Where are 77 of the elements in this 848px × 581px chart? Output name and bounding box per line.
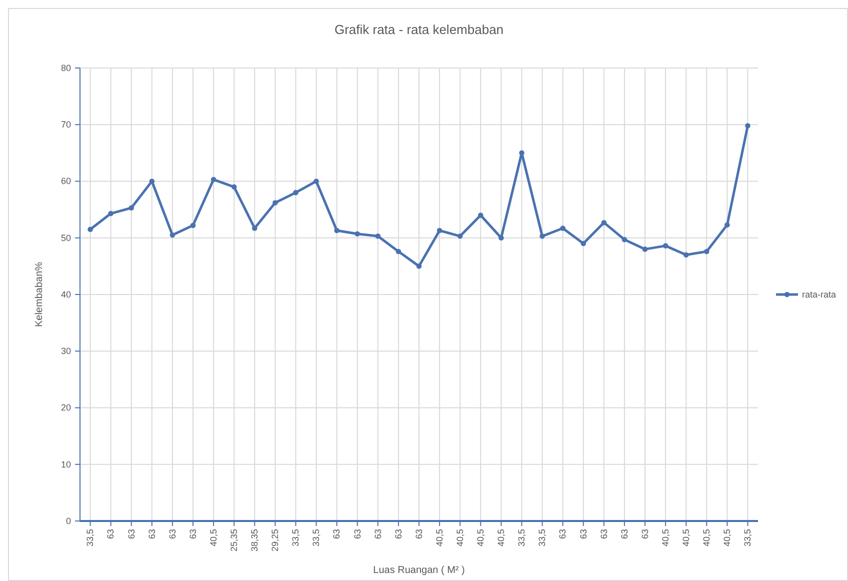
x-tick-label: 25,35 [228, 529, 239, 552]
point [128, 205, 134, 211]
point [745, 123, 750, 128]
x-tick-label: 63 [598, 529, 609, 540]
x-tick-label: 40,5 [476, 529, 486, 547]
x-tick-label: 63 [558, 529, 568, 540]
point [704, 248, 710, 254]
point [560, 226, 566, 231]
y-tick-label: 40 [60, 289, 71, 300]
x-tick-label: 63 [126, 529, 136, 540]
point [478, 212, 484, 218]
x-tick-label: 63 [393, 529, 404, 540]
x-tick-label: 33,5 [742, 529, 753, 547]
x-tick-label: 63 [352, 529, 362, 540]
y-tick-label: 10 [60, 459, 71, 470]
x-tick-label: 33,5 [537, 529, 548, 547]
y-tick-label: 0 [66, 516, 71, 526]
point [724, 222, 730, 228]
x-tick-label: 40,5 [454, 529, 465, 547]
x-tick-label: 63 [146, 529, 157, 540]
point [540, 234, 545, 239]
x-tick-label: 63 [188, 529, 198, 540]
point [252, 226, 258, 231]
point [375, 234, 381, 239]
x-tick-label: 63 [640, 529, 650, 540]
y-tick-label: 70 [60, 120, 71, 130]
y-tick-label: 60 [60, 176, 71, 186]
x-tick-label: 40,5 [722, 529, 732, 547]
y-axis-title: Kelembaban% [34, 262, 45, 328]
point [190, 222, 196, 228]
point [231, 184, 237, 190]
point [293, 190, 298, 196]
point [149, 178, 155, 184]
point [354, 231, 360, 237]
point [601, 220, 607, 226]
point [396, 248, 402, 254]
x-tick-label: 40,5 [496, 529, 506, 547]
point [622, 236, 628, 242]
point [314, 178, 319, 184]
x-tick-label: 63 [619, 529, 630, 540]
x-tick-label: 63 [414, 529, 424, 540]
point [210, 176, 216, 182]
x-tick-label: 63 [167, 529, 178, 540]
point [436, 228, 442, 234]
y-tick-label: 80 [60, 62, 71, 73]
x-tick-label: 63 [578, 529, 588, 540]
x-tick-label: 40,5 [680, 529, 691, 547]
chart-title: Grafik rata - rata kelembaban [334, 22, 504, 37]
point [683, 252, 689, 258]
x-tick-label: 33,5 [85, 529, 96, 547]
x-tick-label: 33,5 [311, 529, 322, 547]
point [416, 264, 422, 269]
point [642, 246, 648, 252]
x-tick-label: 40,5 [434, 529, 444, 547]
x-tick-label: 63 [372, 529, 383, 540]
x-tick-label: 40,5 [702, 529, 712, 547]
x-tick-label: 63 [332, 529, 342, 540]
point [88, 226, 93, 232]
x-axis-title: Luas Ruangan ( M² ) [373, 565, 465, 576]
point [580, 240, 586, 246]
point [108, 210, 114, 216]
x-tick-label: 33,5 [290, 529, 301, 547]
y-tick-label: 30 [60, 346, 71, 356]
y-tick-label: 20 [60, 402, 71, 413]
x-tick-label: 63 [106, 529, 116, 540]
point [457, 234, 463, 239]
point [272, 200, 278, 206]
point [334, 228, 340, 234]
point [170, 232, 176, 238]
point [662, 243, 668, 248]
x-tick-label: 33,5 [516, 529, 527, 547]
x-tick-label: 29,25 [270, 529, 280, 552]
x-tick-label: 40,5 [208, 529, 218, 547]
y-tick-label: 50 [60, 232, 71, 243]
x-tick-label: 38,35 [250, 529, 260, 552]
x-tick-label: 40,5 [660, 529, 670, 547]
legend-label: rata-rata [802, 289, 836, 300]
